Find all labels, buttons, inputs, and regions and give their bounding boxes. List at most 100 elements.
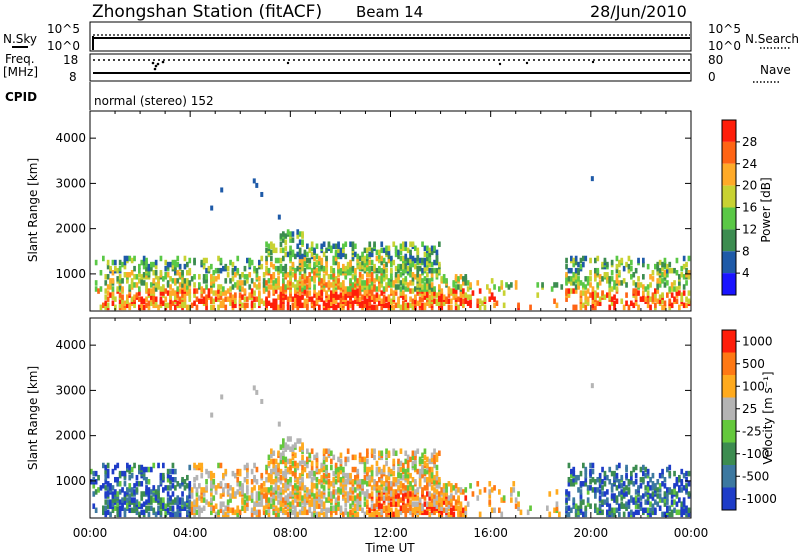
data-cell bbox=[351, 282, 355, 288]
data-cell bbox=[666, 466, 669, 473]
data-cell bbox=[649, 511, 652, 518]
data-cell bbox=[416, 468, 420, 475]
data-cell bbox=[402, 284, 405, 290]
data-cell bbox=[363, 462, 367, 469]
data-cell bbox=[157, 462, 160, 469]
data-cell bbox=[99, 304, 103, 311]
data-cell bbox=[157, 485, 160, 491]
data-cell bbox=[644, 507, 648, 514]
data-cell bbox=[586, 288, 590, 294]
data-cell bbox=[351, 489, 355, 495]
data-cell bbox=[181, 476, 184, 483]
data-cell bbox=[308, 505, 312, 511]
data-cell bbox=[356, 253, 360, 260]
data-cell bbox=[351, 300, 355, 307]
data-cell bbox=[435, 456, 439, 463]
data-cell bbox=[404, 276, 408, 282]
data-cell bbox=[430, 485, 434, 491]
data-cell bbox=[658, 493, 662, 499]
data-cell bbox=[284, 263, 288, 270]
data-cell bbox=[402, 245, 405, 252]
data-cell bbox=[450, 304, 453, 311]
data-cell bbox=[142, 255, 146, 262]
data-cell bbox=[577, 276, 580, 282]
data-cell bbox=[258, 485, 261, 491]
data-cell bbox=[318, 290, 321, 296]
data-cell bbox=[200, 472, 204, 479]
data-cell bbox=[104, 509, 108, 516]
data-cell bbox=[418, 300, 422, 307]
data-cell bbox=[596, 255, 600, 262]
data-cell bbox=[680, 468, 684, 475]
data-cell bbox=[265, 468, 268, 475]
data-cell bbox=[442, 278, 446, 284]
data-cell bbox=[426, 509, 429, 516]
data-cell bbox=[572, 304, 576, 311]
data-cell bbox=[370, 491, 374, 497]
data-cell bbox=[666, 263, 669, 270]
data-cell bbox=[250, 497, 254, 503]
data-cell bbox=[658, 472, 662, 479]
data-cell bbox=[416, 300, 420, 307]
data-cell bbox=[164, 485, 168, 491]
data-cell bbox=[440, 497, 444, 503]
data-cell bbox=[392, 476, 396, 483]
data-cell bbox=[253, 290, 256, 296]
data-cell bbox=[274, 489, 278, 495]
data-cell bbox=[138, 481, 141, 487]
data-cell bbox=[411, 450, 415, 457]
data-cell bbox=[306, 472, 309, 479]
data-cell bbox=[673, 296, 676, 302]
data-cell bbox=[272, 450, 276, 457]
data-cell bbox=[238, 491, 242, 497]
data-cell bbox=[442, 491, 446, 497]
data-cell bbox=[298, 485, 302, 491]
data-cell bbox=[368, 265, 372, 272]
data-cell bbox=[198, 282, 201, 288]
data-cell bbox=[284, 476, 288, 483]
data-cell bbox=[363, 456, 367, 463]
data-cell bbox=[116, 491, 120, 497]
data-cell bbox=[354, 454, 357, 461]
data-cell bbox=[654, 499, 657, 505]
data-cell bbox=[109, 511, 112, 518]
data-cell bbox=[601, 485, 604, 491]
data-cell bbox=[306, 243, 309, 250]
data-cell bbox=[663, 501, 667, 507]
data-cell bbox=[294, 267, 297, 274]
data-cell bbox=[202, 497, 206, 503]
data-cell bbox=[97, 474, 100, 481]
data-cell bbox=[584, 298, 588, 304]
data-cell bbox=[613, 300, 616, 307]
data-cell bbox=[142, 259, 146, 266]
data-cell bbox=[190, 276, 194, 282]
data-cell bbox=[286, 251, 290, 258]
data-cell bbox=[642, 274, 645, 280]
data-cell bbox=[630, 479, 633, 485]
data-cell bbox=[404, 263, 408, 270]
data-cell bbox=[346, 472, 350, 479]
data-cell bbox=[339, 487, 343, 493]
data-cell bbox=[610, 507, 614, 514]
data-cell bbox=[258, 509, 261, 516]
data-cell bbox=[279, 487, 283, 493]
data-cell bbox=[298, 253, 302, 260]
data-cell bbox=[243, 476, 247, 483]
data-cell bbox=[231, 294, 235, 300]
x-tick-label: 08:00 bbox=[273, 526, 308, 540]
data-cell bbox=[303, 249, 307, 256]
data-cell bbox=[320, 278, 324, 284]
data-cell bbox=[586, 276, 590, 282]
data-cell bbox=[142, 298, 146, 304]
data-cell bbox=[392, 481, 396, 487]
data-cell bbox=[354, 511, 357, 518]
data-cell bbox=[308, 489, 312, 495]
data-cell bbox=[567, 481, 571, 487]
data-cell bbox=[159, 255, 163, 262]
data-cell bbox=[685, 302, 688, 309]
data-cell bbox=[270, 497, 273, 503]
data-cell bbox=[512, 481, 516, 487]
data-cell bbox=[368, 272, 372, 278]
data-cell bbox=[289, 464, 292, 471]
data-cell bbox=[354, 298, 357, 304]
